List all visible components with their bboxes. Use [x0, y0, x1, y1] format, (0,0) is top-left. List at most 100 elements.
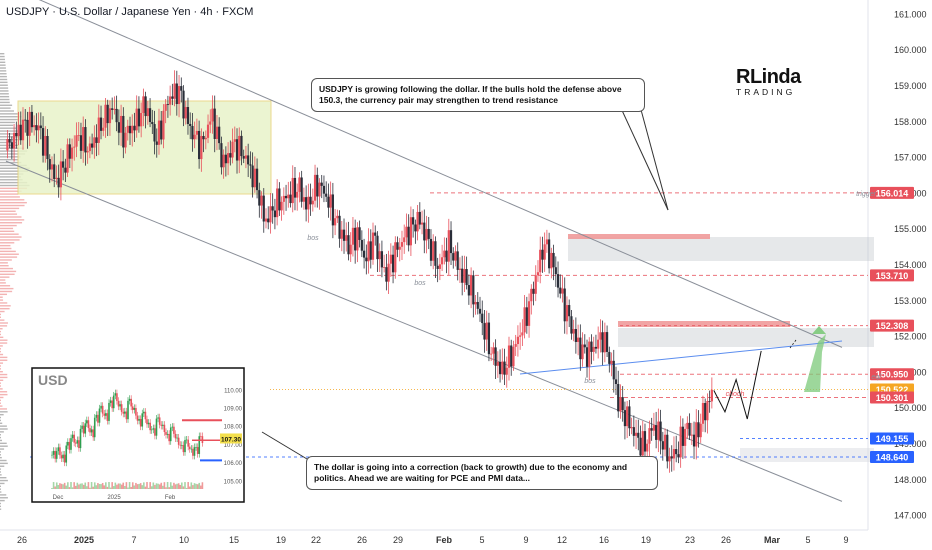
- candle-body: [247, 155, 250, 165]
- candle-body: [287, 194, 290, 199]
- candle-body: [414, 224, 417, 232]
- candle-body: [140, 112, 143, 127]
- candle-body: [663, 434, 667, 450]
- volume-profile-bar: [0, 104, 13, 106]
- candle-body: [206, 124, 210, 138]
- inset-candle-body: [109, 400, 112, 403]
- y-tick-label: 161.000: [894, 9, 927, 19]
- inset-candle-body: [67, 441, 69, 446]
- inset-candle-body: [196, 447, 199, 454]
- candle-body: [224, 154, 227, 164]
- volume-profile-bar: [0, 422, 3, 424]
- candle-body: [68, 144, 71, 159]
- candle-body: [449, 230, 453, 254]
- candle-body: [686, 422, 689, 429]
- candle-body: [41, 128, 45, 156]
- inset-volume-bar: [179, 484, 182, 489]
- volume-profile-bar: [0, 61, 6, 63]
- inset-volume-bar: [169, 482, 172, 489]
- volume-profile-bar: [0, 67, 6, 69]
- candle-body: [204, 137, 207, 140]
- inset-candle-body: [82, 425, 85, 434]
- candle-body: [652, 425, 655, 431]
- inset-y-tick: 105.00: [224, 479, 243, 485]
- candle-body: [605, 332, 609, 352]
- volume-profile-bar: [0, 425, 7, 427]
- candle-body: [367, 241, 370, 262]
- volume-profile-bar: [0, 93, 9, 95]
- inset-volume-bar: [106, 486, 109, 489]
- inset-y-tick: 106.00: [224, 461, 243, 467]
- y-tick-label: 152.000: [894, 332, 927, 342]
- inset-candle-body: [163, 424, 166, 433]
- x-tick-label: 29: [393, 535, 403, 545]
- candle-body: [73, 146, 76, 148]
- candle-body: [334, 218, 337, 226]
- inset-volume-bar: [60, 483, 63, 489]
- volume-profile-bar: [0, 282, 6, 284]
- inset-volume-bar: [70, 482, 72, 489]
- annotation-trigger: trigger: [856, 191, 877, 198]
- candle-body: [235, 139, 239, 161]
- zone-upper-red: [568, 234, 710, 239]
- candle-body: [641, 431, 644, 456]
- candle-body: [175, 83, 178, 105]
- candle-body: [699, 423, 702, 438]
- candle-body: [251, 165, 254, 188]
- logo-line2: TRADING: [736, 87, 796, 97]
- candle-body: [643, 431, 647, 452]
- inset-candle-body: [95, 414, 98, 418]
- inset-candle-body: [185, 439, 188, 441]
- candle-body: [458, 268, 462, 270]
- zone-upper-gray: [568, 237, 874, 261]
- volume-profile-bar: [0, 199, 25, 201]
- candle-body: [469, 275, 473, 296]
- inset-candle-body: [84, 423, 87, 434]
- candle-body: [300, 177, 303, 202]
- inset-volume-bar: [127, 487, 129, 489]
- volume-profile-bar: [0, 428, 8, 430]
- candle-body: [195, 130, 198, 135]
- volume-profile-bar: [0, 502, 1, 505]
- inset-volume-bar: [165, 487, 167, 489]
- volume-profile-bar: [0, 239, 20, 241]
- callout-bottom: The dollar is going into a correction (b…: [306, 456, 658, 490]
- candle-body: [407, 226, 410, 246]
- inset-volume-bar: [139, 483, 142, 489]
- inset-volume-bar: [92, 486, 94, 489]
- inset-candle-body: [54, 450, 56, 459]
- candle-body: [666, 434, 669, 462]
- inset-candle-body: [146, 419, 148, 425]
- candle-body: [273, 210, 277, 218]
- candle-body: [463, 269, 466, 283]
- candle-body: [347, 235, 350, 255]
- volume-profile-bar: [0, 159, 19, 161]
- volume-profile-bar: [0, 95, 10, 98]
- inset-candle-body: [78, 440, 80, 449]
- candle-body: [88, 143, 91, 152]
- y-tick-label: 153.000: [894, 296, 927, 306]
- volume-profile-bar: [0, 285, 11, 287]
- candle-body: [340, 229, 343, 239]
- inset-candle-body: [131, 406, 134, 410]
- volume-profile-bar: [0, 64, 6, 66]
- logo: RLinda TRADING: [736, 66, 806, 97]
- candle-body: [108, 108, 112, 124]
- candle-body: [50, 164, 54, 170]
- volume-profile-bar: [0, 227, 14, 230]
- volume-profile-bar: [0, 176, 21, 178]
- volume-profile-bar: [0, 187, 27, 190]
- volume-profile-bar: [0, 242, 15, 244]
- volume-profile-bar: [0, 313, 1, 316]
- candle-body: [623, 410, 627, 427]
- candle-body: [597, 339, 600, 349]
- volume-profile-bar: [0, 373, 8, 376]
- inset-label: USD: [38, 372, 68, 388]
- candle-body: [329, 194, 332, 208]
- inset-candle-body: [127, 400, 129, 420]
- candle-body: [498, 361, 502, 375]
- volume-profile-bar: [0, 193, 19, 195]
- volume-profile-bar: [0, 330, 1, 333]
- inset-volume-bar: [150, 486, 153, 489]
- inset-candle-body: [160, 424, 163, 426]
